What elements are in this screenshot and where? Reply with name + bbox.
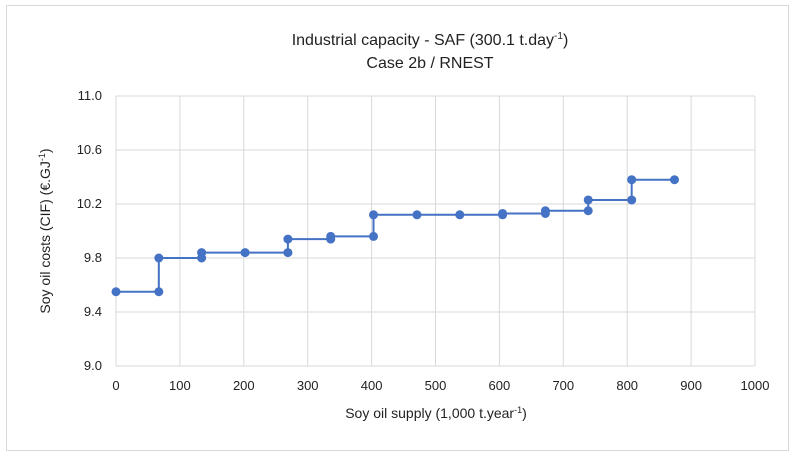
x-tick-label: 700	[552, 378, 574, 393]
series-group	[111, 175, 679, 297]
data-point	[154, 253, 164, 263]
y-tick-label: 9.8	[84, 250, 102, 265]
data-point	[154, 287, 164, 297]
x-tick-label: 900	[680, 378, 702, 393]
data-point	[455, 210, 465, 220]
y-tick-label: 10.2	[77, 196, 102, 211]
data-point	[627, 195, 637, 205]
y-tick-labels: 9.0 9.4 9.8 10.2 10.6 11.0	[77, 88, 102, 373]
data-point	[627, 175, 637, 185]
x-tick-label: 800	[616, 378, 638, 393]
data-point	[326, 231, 336, 241]
data-point	[669, 175, 679, 185]
x-tick-label: 200	[233, 378, 255, 393]
chart-title: Industrial capacity - SAF (300.1 t.day-1…	[292, 31, 569, 49]
y-tick-label: 10.6	[77, 142, 102, 157]
y-tick-label: 9.0	[84, 358, 102, 373]
data-point	[111, 287, 121, 297]
x-tick-label: 0	[112, 378, 119, 393]
gridlines	[115, 95, 756, 367]
x-tick-label: 500	[425, 378, 447, 393]
data-point	[197, 248, 207, 258]
data-point	[240, 248, 250, 258]
data-point	[583, 195, 593, 205]
chart-subtitle: Case 2b / RNEST	[366, 55, 493, 72]
x-tick-label: 600	[489, 378, 511, 393]
data-point	[369, 210, 379, 220]
data-point	[583, 206, 593, 216]
data-point	[540, 206, 550, 216]
x-tick-label: 400	[361, 378, 383, 393]
data-point	[369, 231, 379, 241]
data-point	[283, 248, 293, 258]
y-tick-label: 9.4	[84, 304, 102, 319]
data-point	[283, 234, 293, 244]
data-point	[498, 208, 508, 218]
x-tick-label: 300	[297, 378, 319, 393]
data-point	[412, 210, 422, 220]
y-axis-label: Soy oil costs (CIF) (€.GJ-1)	[37, 148, 53, 313]
x-tick-label: 1000	[741, 378, 770, 393]
chart-frame	[6, 5, 789, 451]
x-tick-labels: 0 100 200 300 400 500 600 700 800 900 1000	[112, 378, 769, 393]
y-tick-label: 11.0	[78, 88, 102, 103]
x-axis-label: Soy oil supply (1,000 t.year-1)	[345, 405, 527, 421]
x-tick-label: 100	[169, 378, 191, 393]
